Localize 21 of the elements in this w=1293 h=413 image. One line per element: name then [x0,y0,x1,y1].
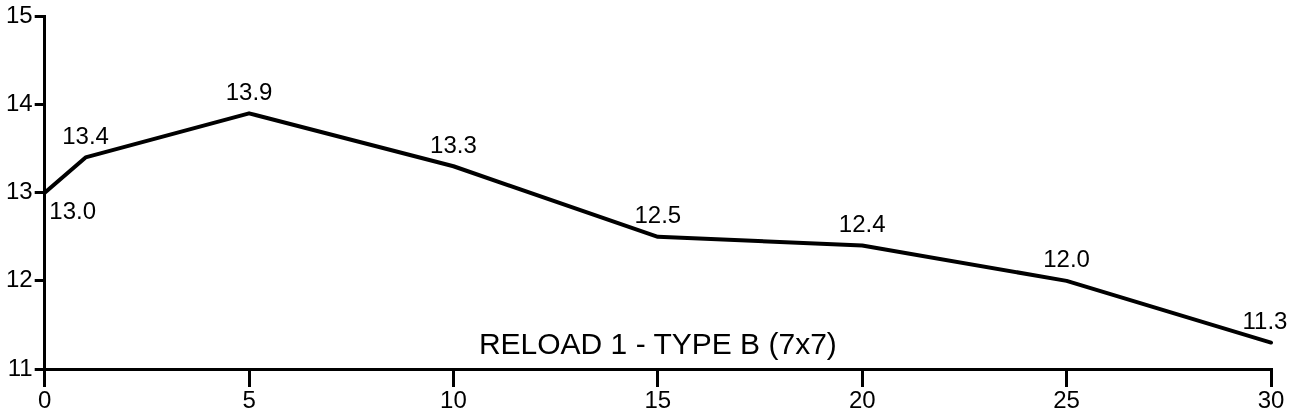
y-tick-label: 12 [5,265,33,293]
x-tick-label: 10 [440,385,467,413]
data-label: 13.9 [225,77,273,105]
data-label: 12.4 [838,210,886,238]
x-tick-label: 15 [644,385,672,413]
y-tick-label: 14 [5,89,33,117]
data-label: 13.4 [62,122,109,150]
data-label: 12.5 [634,201,682,229]
data-label: 11.3 [1242,307,1288,335]
annotation: RELOAD 1 - TYPE B (7x7) [478,327,837,361]
x-tick-label: 5 [242,385,256,413]
x-tick-label: 0 [38,385,52,413]
x-tick-label: 25 [1053,385,1080,413]
data-label: 13.0 [49,197,97,225]
data-label: 12.0 [1043,245,1090,273]
y-tick-label: 13 [5,177,33,205]
x-tick-label: 20 [848,385,876,413]
y-tick-label: 15 [5,1,33,29]
data-label: 13.3 [430,130,477,158]
x-tick-label: 30 [1257,385,1285,413]
y-tick-label: 11 [7,353,33,381]
